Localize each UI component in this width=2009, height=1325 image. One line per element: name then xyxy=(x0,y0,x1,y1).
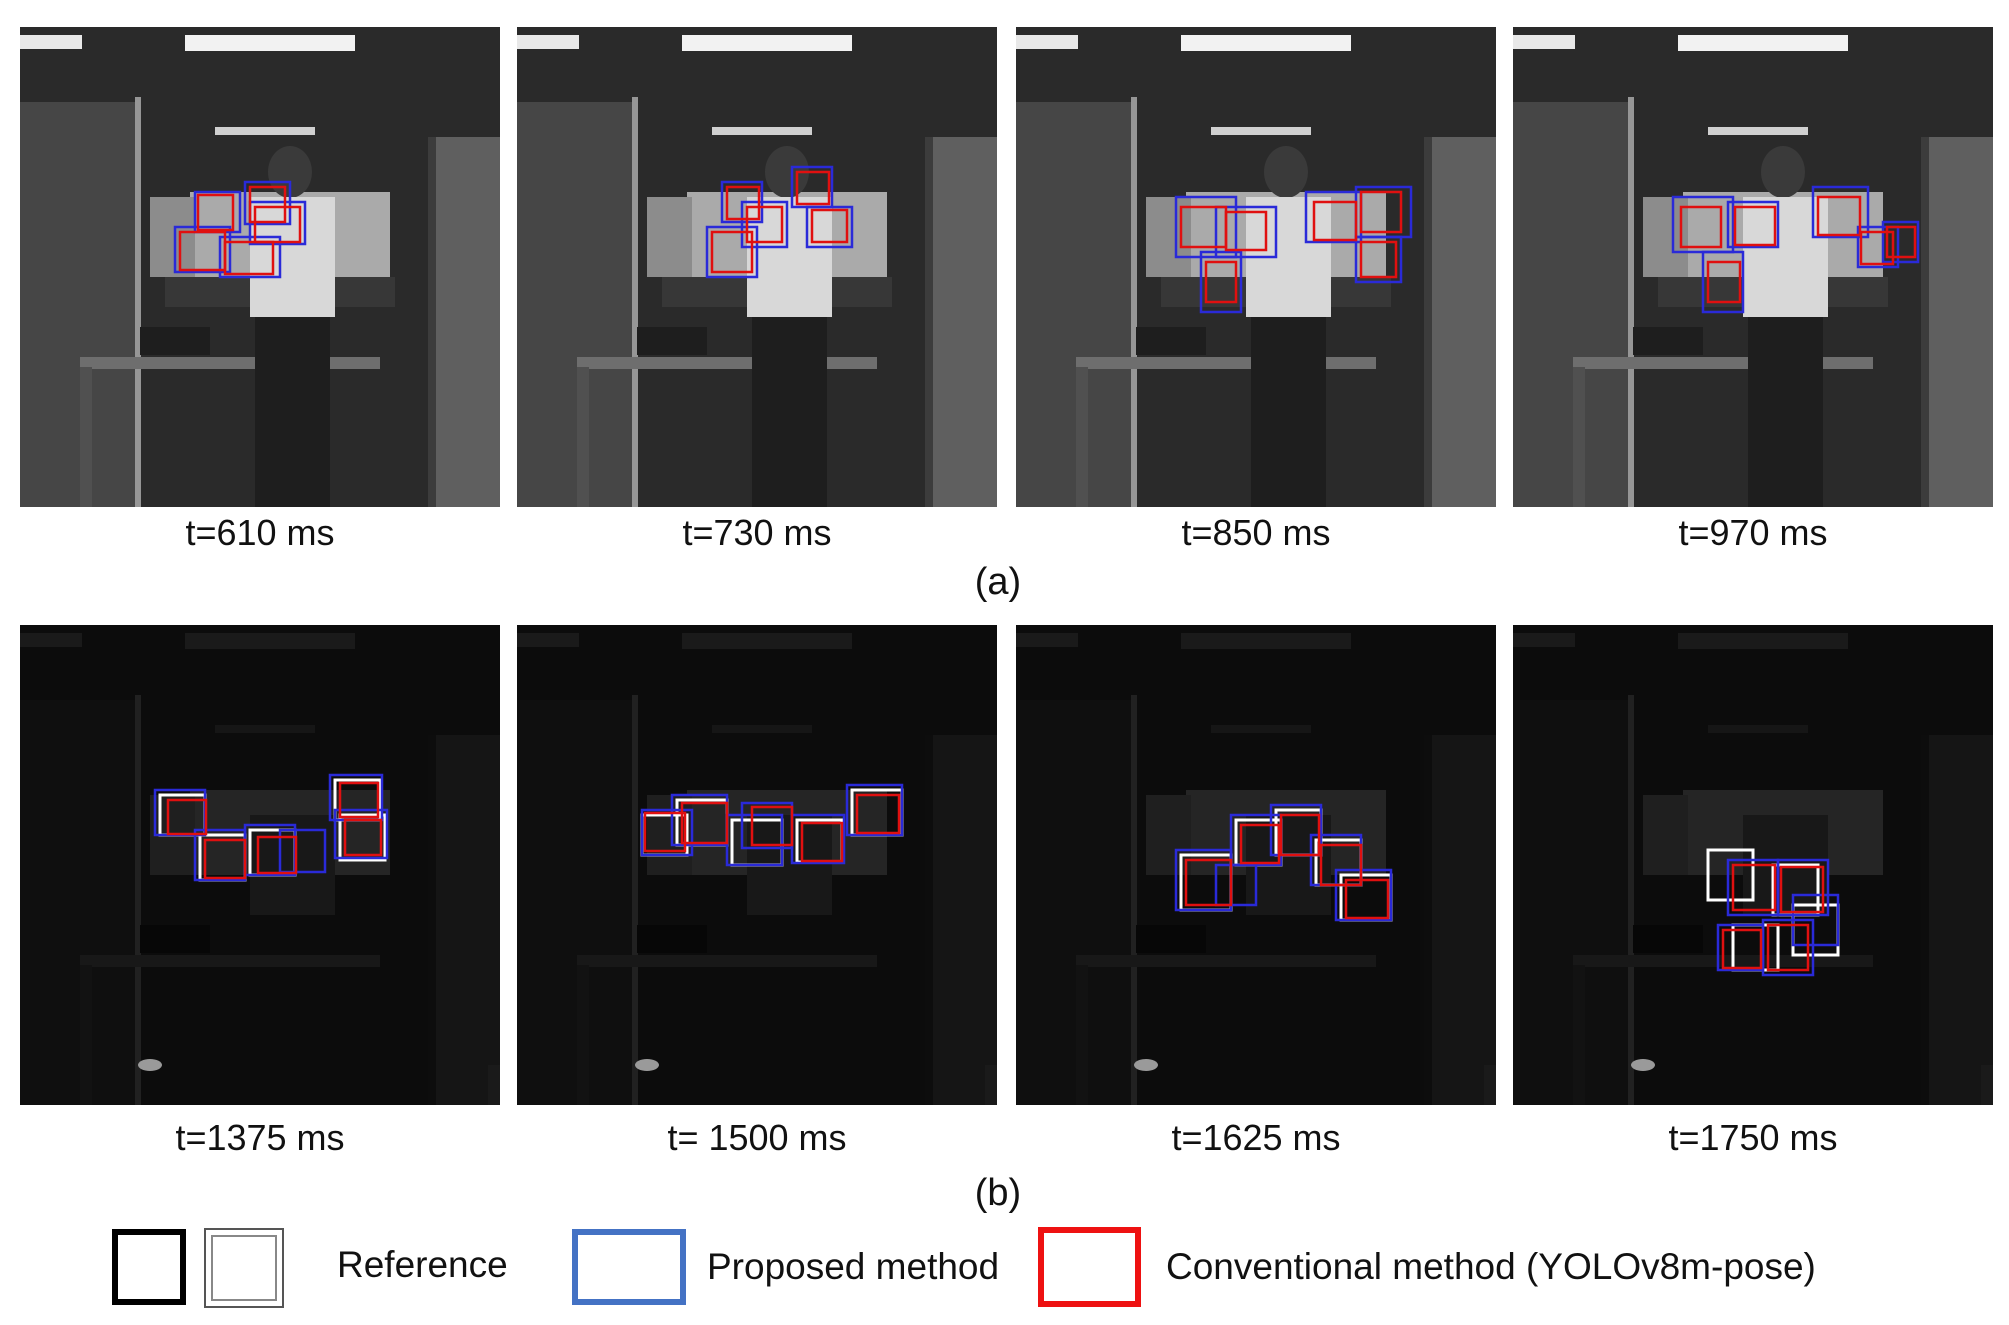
conventional-box xyxy=(725,185,761,221)
proposed-box xyxy=(740,200,789,249)
conventional-box xyxy=(810,208,849,244)
frame-image xyxy=(517,27,997,507)
conventional-box xyxy=(1779,865,1825,914)
legend-conventional-label: Conventional method (YOLOv8m-pose) xyxy=(1166,1246,1816,1287)
reference-box xyxy=(338,813,387,862)
conventional-box xyxy=(1859,230,1895,266)
sublabel-b: (b) xyxy=(974,1172,1022,1214)
conventional-box xyxy=(710,230,754,274)
proposed-box xyxy=(790,165,834,209)
frame-a-4 xyxy=(1513,27,1993,507)
conventional-box xyxy=(800,821,844,863)
proposed-box xyxy=(1856,225,1900,269)
conventional-box xyxy=(1706,260,1742,304)
conventional-box xyxy=(1679,205,1723,249)
proposed-box xyxy=(1199,250,1243,314)
proposed-box xyxy=(1881,220,1920,264)
conventional-box xyxy=(1184,858,1233,907)
proposed-box xyxy=(845,783,904,837)
conventional-box xyxy=(1816,195,1862,237)
conventional-box xyxy=(223,240,275,276)
conventional-box xyxy=(343,818,383,857)
legend-proposed-swatch xyxy=(572,1229,686,1305)
conventional-box xyxy=(1885,225,1917,259)
caption-a-4: t=970 ms xyxy=(1678,512,1828,553)
frame-image xyxy=(517,625,997,1105)
proposed-box xyxy=(1334,868,1393,922)
proposed-box xyxy=(218,235,282,279)
legend-reference-label: Reference xyxy=(337,1244,508,1285)
frame-image xyxy=(1016,27,1496,507)
conventional-box xyxy=(795,170,831,206)
caption-a-1: t=610 ms xyxy=(185,512,335,553)
conventional-box xyxy=(1279,813,1321,857)
caption-b-2: t= 1500 ms xyxy=(667,1117,847,1158)
proposed-box xyxy=(1174,195,1238,259)
conventional-box xyxy=(196,193,235,232)
conventional-box xyxy=(203,838,247,880)
conventional-box xyxy=(643,811,687,853)
conventional-box xyxy=(1319,843,1363,887)
conventional-box xyxy=(750,805,794,847)
frame-image xyxy=(1513,27,1993,507)
conventional-box xyxy=(1359,190,1403,234)
frame-a-1 xyxy=(20,27,500,507)
conventional-box xyxy=(338,781,380,819)
caption-b-1: t=1375 ms xyxy=(175,1117,345,1158)
frame-a-2 xyxy=(517,27,997,507)
conventional-box xyxy=(256,835,298,875)
proposed-box xyxy=(1811,185,1870,239)
conventional-box xyxy=(1359,240,1398,279)
frame-a-3 xyxy=(1016,27,1496,507)
conventional-box xyxy=(1766,923,1810,972)
caption-b-3: t=1625 ms xyxy=(1171,1117,1341,1158)
caption-a-2: t=730 ms xyxy=(682,512,832,553)
proposed-box xyxy=(1214,863,1258,907)
caption-b-4: t=1750 ms xyxy=(1668,1117,1838,1158)
frame-image xyxy=(1513,625,1993,1105)
proposed-box xyxy=(1354,235,1403,284)
proposed-box xyxy=(1776,858,1830,917)
proposed-box xyxy=(705,225,759,279)
conventional-box xyxy=(1344,878,1390,920)
conventional-box xyxy=(1312,200,1358,242)
conventional-box xyxy=(1731,863,1777,912)
proposed-box xyxy=(1716,923,1765,972)
reference-box xyxy=(1706,848,1755,902)
conventional-box xyxy=(1204,260,1238,304)
sublabel-a: (a) xyxy=(974,561,1022,603)
frame-image xyxy=(20,625,500,1105)
frame-image xyxy=(20,27,500,507)
frame-b-3 xyxy=(1016,625,1496,1105)
caption-a-3: t=850 ms xyxy=(1181,512,1331,553)
frame-b-4 xyxy=(1513,625,1993,1105)
proposed-box xyxy=(640,808,694,857)
legend-reference-dark-swatch xyxy=(112,1229,186,1305)
conventional-box xyxy=(745,205,784,244)
conventional-box xyxy=(166,798,208,836)
proposed-box xyxy=(278,828,327,874)
conventional-box xyxy=(248,185,287,224)
conventional-box xyxy=(1721,928,1763,970)
frame-image xyxy=(1016,625,1496,1105)
proposed-box xyxy=(1214,205,1278,259)
legend-proposed-label: Proposed method xyxy=(707,1246,1000,1287)
conventional-box xyxy=(855,793,901,835)
proposed-box xyxy=(333,808,389,860)
conventional-box xyxy=(253,205,302,244)
conventional-box xyxy=(1239,823,1281,865)
frame-b-2 xyxy=(517,625,997,1105)
proposed-box xyxy=(173,225,232,274)
proposed-box xyxy=(1791,893,1840,947)
conventional-box xyxy=(680,801,729,845)
proposed-box xyxy=(1701,250,1745,314)
conventional-box xyxy=(1224,210,1268,252)
legend-conventional-swatch xyxy=(1038,1227,1141,1307)
proposed-box xyxy=(720,180,764,224)
proposed-box xyxy=(243,180,292,226)
legend-reference-light-swatch xyxy=(204,1228,284,1308)
conventional-box xyxy=(1733,205,1777,247)
frame-b-1 xyxy=(20,625,500,1105)
proposed-box xyxy=(1726,200,1780,249)
